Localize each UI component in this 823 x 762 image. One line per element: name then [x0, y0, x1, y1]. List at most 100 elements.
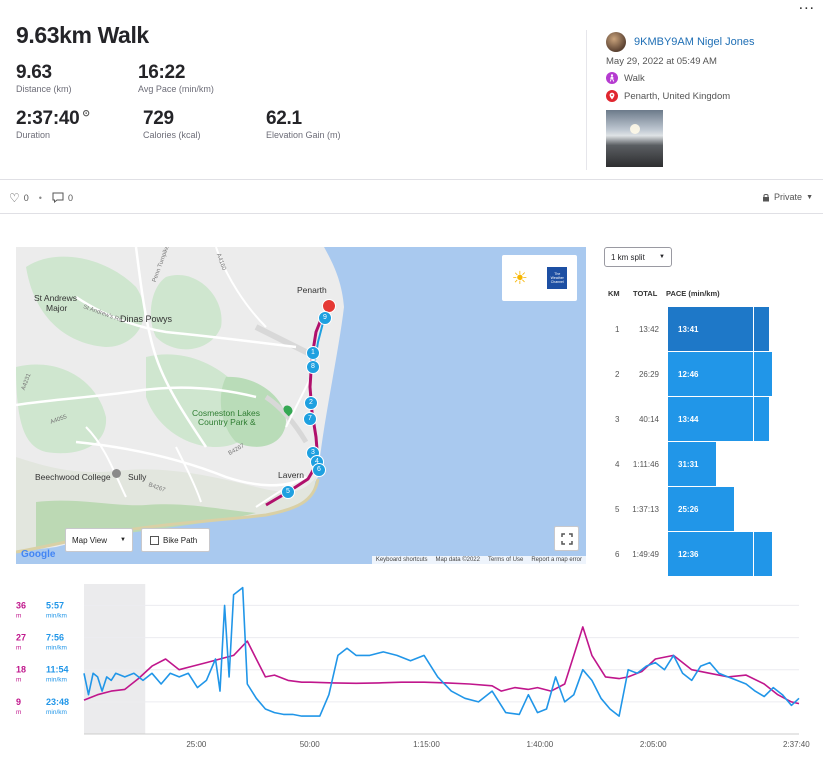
map-label-country-park: Country Park &	[198, 417, 256, 427]
privacy-dropdown[interactable]: Private ▼	[762, 192, 813, 202]
pace-unit-label: min/km	[46, 645, 67, 652]
shaded-region	[84, 584, 146, 734]
activity-location: Penarth, United Kingdom	[606, 90, 730, 102]
route-map[interactable]: Penarth St Andrews Major Dinas Powys Cos…	[16, 247, 586, 564]
stat-value: 9.63	[16, 62, 52, 83]
sun-icon: ☀	[511, 267, 528, 288]
bike-path-toggle[interactable]: Bike Path	[141, 528, 210, 552]
split-total: 1:11:46	[632, 460, 659, 469]
fullscreen-button[interactable]	[554, 526, 579, 551]
split-km: 5	[615, 505, 620, 514]
x-tick-label: 1:40:00	[526, 740, 553, 749]
split-row[interactable]: 3 40:14 13:44	[604, 397, 779, 442]
caret-down-icon: ▼	[120, 537, 126, 543]
heart-icon[interactable]: ♡	[9, 191, 20, 205]
pace_line_position-series-line	[83, 586, 800, 717]
report-error-link[interactable]: Report a map error	[531, 557, 582, 563]
km-marker[interactable]: 7	[303, 412, 317, 426]
location-label: Penarth, United Kingdom	[624, 90, 731, 102]
split-row[interactable]: 1 13:42 13:41	[604, 307, 779, 352]
split-km: 3	[615, 415, 620, 424]
stat-duration-value: 2:37:40	[16, 108, 80, 129]
elevation-tick-label: 27	[16, 633, 26, 643]
comments-count: 0	[67, 193, 73, 203]
activity-type: Walk	[606, 72, 645, 84]
info-icon[interactable]: ⊙	[82, 108, 90, 118]
terms-link[interactable]: Terms of Use	[487, 557, 524, 563]
split-total: 13:42	[638, 325, 659, 334]
stat-elevation: 62.1 Elevation Gain (m)	[266, 108, 341, 140]
map-data-label: Map data ©2022	[435, 557, 480, 563]
stat-label: Duration	[16, 130, 51, 140]
keyboard-shortcuts-link[interactable]: Keyboard shortcuts	[375, 557, 428, 563]
pace-bar[interactable]: 12:46	[668, 352, 772, 396]
social-bar: ♡ 0 • 0	[9, 191, 73, 205]
pace-bar[interactable]: 25:26	[668, 487, 734, 531]
map-label-cosmeston: Cosmeston Lakes	[192, 408, 261, 418]
split-km: 2	[615, 370, 620, 379]
activity-photo[interactable]	[606, 110, 663, 167]
fullscreen-icon	[560, 532, 573, 545]
checkbox[interactable]	[150, 535, 159, 545]
x-tick-label: 2:37:40	[783, 740, 810, 749]
pace-bar[interactable]: 31:31	[668, 442, 716, 486]
location-pin-icon	[606, 90, 618, 102]
split-row[interactable]: 4 1:11:46 31:31	[604, 442, 779, 487]
x-tick-label: 2:05:00	[640, 740, 667, 749]
elevation-unit-label: m	[16, 612, 21, 619]
athlete-name-link[interactable]: 9KMBY9AM Nigel Jones	[634, 36, 755, 48]
split-total: 40:14	[638, 415, 659, 424]
split-total: 26:29	[638, 370, 659, 379]
elevation-series-line	[83, 626, 800, 705]
pace-bar-label: 13:44	[678, 415, 699, 424]
weather-widget[interactable]: ☀ The Weather Channel	[502, 255, 577, 301]
split-row[interactable]: 6 1:49:49 12:36	[604, 532, 779, 577]
split-row[interactable]: 5 1:37:13 25:26	[604, 487, 779, 532]
col-header-pace: PACE (min/km)	[666, 289, 720, 298]
pace-bar-label: 25:26	[678, 505, 699, 514]
stat-distance: 9.63 Distance (km)	[16, 62, 72, 94]
elevation-tick-label: 9	[16, 697, 21, 707]
pace-bar[interactable]: 13:41	[668, 307, 769, 351]
map-label-penarth: Penarth	[297, 285, 327, 295]
km-marker[interactable]: 6	[312, 463, 326, 477]
km-marker[interactable]: 8	[306, 360, 320, 374]
pace-tick-label: 7:56	[46, 633, 64, 643]
elevation-unit-label: m	[16, 645, 21, 652]
elevation-tick-label: 18	[16, 665, 26, 675]
elevation-tick-label: 36	[16, 600, 26, 610]
avatar[interactable]	[606, 32, 626, 52]
split-row[interactable]: 2 26:29 12:46	[604, 352, 779, 397]
google-logo[interactable]: Google	[21, 549, 56, 560]
map-label-beechwood-college: Beechwood College	[35, 472, 111, 482]
split-total: 1:49:49	[632, 550, 659, 559]
map-view-dropdown[interactable]: Map View ▼	[65, 528, 133, 552]
pace-tick-label: 23:48	[46, 697, 69, 707]
map-label-major: Major	[46, 303, 68, 313]
avg-pace-line	[753, 307, 754, 577]
stat-calories: 729 Calories (kcal)	[143, 108, 201, 140]
x-tick-label: 50:00	[300, 740, 321, 749]
activity-date: May 29, 2022 at 05:49 AM	[606, 56, 717, 67]
split-km: 4	[615, 460, 620, 469]
km-marker[interactable]: 9	[318, 311, 332, 325]
pace-bar[interactable]: 13:44	[668, 397, 769, 441]
km-marker[interactable]: 1	[306, 346, 320, 360]
more-menu-button[interactable]: ...	[798, 0, 815, 13]
split-select[interactable]: 1 km split ▼	[604, 247, 672, 267]
km-marker[interactable]: 2	[304, 396, 318, 410]
chevron-down-icon: ▼	[806, 193, 813, 201]
split-km: 1	[615, 325, 620, 334]
school-pin-icon[interactable]	[112, 469, 121, 478]
km-marker[interactable]: 5	[281, 485, 295, 499]
x-tick-label: 1:15:00	[413, 740, 440, 749]
pace-bar[interactable]: 12:36	[668, 532, 772, 576]
header-divider	[586, 30, 587, 170]
comment-icon[interactable]	[52, 192, 64, 205]
map-attribution: Keyboard shortcuts Map data ©2022 Terms …	[371, 556, 586, 564]
map-label-sully: Sully	[128, 472, 147, 482]
stat-value: 16:22	[138, 62, 186, 83]
elevation-unit-label: m	[16, 677, 21, 684]
pace-tick-label: 5:57	[46, 600, 64, 610]
bike-path-label: Bike Path	[163, 535, 198, 545]
